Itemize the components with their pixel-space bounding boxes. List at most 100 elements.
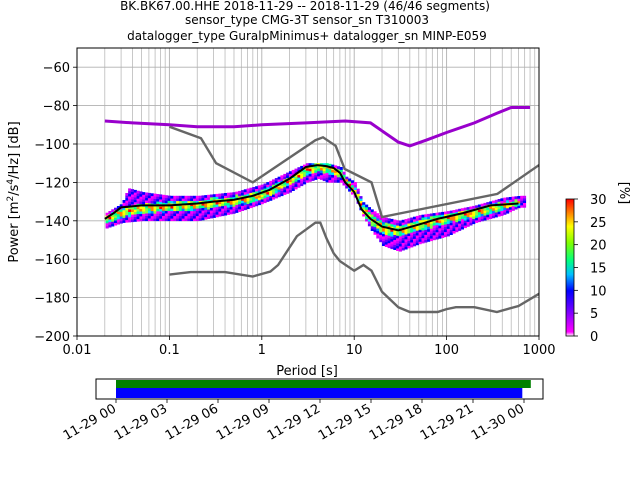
density-cell	[122, 215, 126, 218]
density-cell	[235, 191, 239, 195]
density-cell	[334, 172, 338, 176]
density-cell	[410, 232, 414, 236]
density-cell	[452, 215, 456, 219]
density-cell	[170, 213, 174, 217]
timeline-green-bar	[116, 380, 531, 388]
density-cell	[418, 241, 422, 245]
density-cell	[308, 171, 312, 174]
density-cell	[398, 236, 402, 239]
density-cell	[145, 205, 149, 209]
density-cell	[221, 198, 225, 202]
density-cell	[449, 217, 453, 221]
density-cell	[162, 218, 166, 222]
density-cell	[438, 214, 442, 218]
density-cell	[241, 192, 245, 196]
density-cell	[308, 176, 312, 180]
density-cell	[162, 197, 166, 201]
density-cell	[212, 196, 216, 200]
density-cell	[147, 195, 151, 199]
density-cell	[277, 191, 281, 195]
density-cell	[277, 189, 281, 193]
density-cell	[288, 171, 292, 175]
timeline-tick-label: 11-29 21	[418, 401, 476, 443]
density-cell	[150, 213, 154, 217]
density-cell	[198, 203, 202, 206]
density-cell	[466, 221, 470, 225]
density-cell	[319, 163, 323, 166]
density-cell	[469, 206, 473, 210]
density-cell	[291, 169, 295, 173]
density-cell	[269, 193, 273, 196]
density-cell	[342, 174, 346, 178]
density-cell	[311, 173, 315, 176]
density-cell	[517, 203, 521, 206]
density-cell	[356, 188, 360, 192]
density-cell	[469, 214, 473, 218]
density-cell	[413, 216, 417, 220]
density-cell	[424, 234, 428, 238]
density-cell	[164, 200, 168, 204]
density-cell	[153, 215, 157, 219]
density-cell	[145, 192, 149, 196]
density-cell	[500, 198, 504, 202]
density-cell	[257, 200, 261, 203]
density-cell	[362, 206, 366, 210]
density-cell	[511, 196, 515, 200]
density-cell	[139, 191, 143, 195]
x-tick-label: 1	[258, 343, 266, 358]
density-cell	[176, 210, 180, 214]
density-cell	[241, 200, 245, 204]
density-cell	[128, 193, 132, 197]
density-cell	[136, 193, 140, 197]
plot-content	[104, 106, 539, 314]
density-cell	[238, 209, 242, 212]
density-cell	[424, 216, 428, 220]
density-cell	[387, 242, 391, 246]
density-cell	[204, 202, 208, 206]
density-cell	[249, 192, 253, 196]
density-cell	[486, 212, 490, 215]
density-cell	[241, 208, 245, 211]
density-cell	[404, 229, 408, 232]
density-cell	[195, 213, 199, 217]
density-cell	[367, 218, 371, 222]
density-cell	[483, 210, 487, 214]
density-cell	[311, 170, 315, 174]
density-cell	[410, 239, 414, 243]
density-cell	[147, 215, 151, 219]
density-cell	[260, 189, 264, 193]
density-cell	[407, 218, 411, 222]
density-cell	[235, 207, 239, 211]
density-cell	[413, 226, 417, 230]
density-cell	[176, 198, 180, 202]
density-cell	[328, 177, 332, 181]
density-cell	[424, 237, 428, 240]
density-cell	[139, 216, 143, 219]
density-cell	[303, 179, 307, 182]
density-cell	[382, 238, 386, 242]
density-cell	[249, 202, 253, 206]
density-cell	[384, 234, 388, 238]
density-cell	[224, 212, 228, 216]
density-cell	[438, 228, 442, 231]
density-cell	[156, 196, 160, 200]
density-cell	[164, 208, 168, 211]
density-cell	[373, 216, 377, 220]
density-cell	[396, 233, 400, 236]
density-cell	[209, 212, 213, 216]
density-cell	[410, 237, 414, 240]
density-cell	[116, 206, 120, 209]
density-cell	[506, 197, 510, 201]
density-cell	[492, 200, 496, 204]
density-cell	[441, 224, 445, 228]
density-cell	[195, 195, 199, 199]
density-cell	[125, 197, 129, 201]
density-cell	[232, 204, 236, 207]
density-cell	[224, 207, 228, 211]
density-cell	[523, 200, 527, 203]
density-cell	[387, 225, 391, 229]
density-cell	[382, 216, 386, 220]
density-cell	[198, 213, 202, 216]
density-cell	[441, 219, 445, 223]
density-cell	[257, 190, 261, 193]
